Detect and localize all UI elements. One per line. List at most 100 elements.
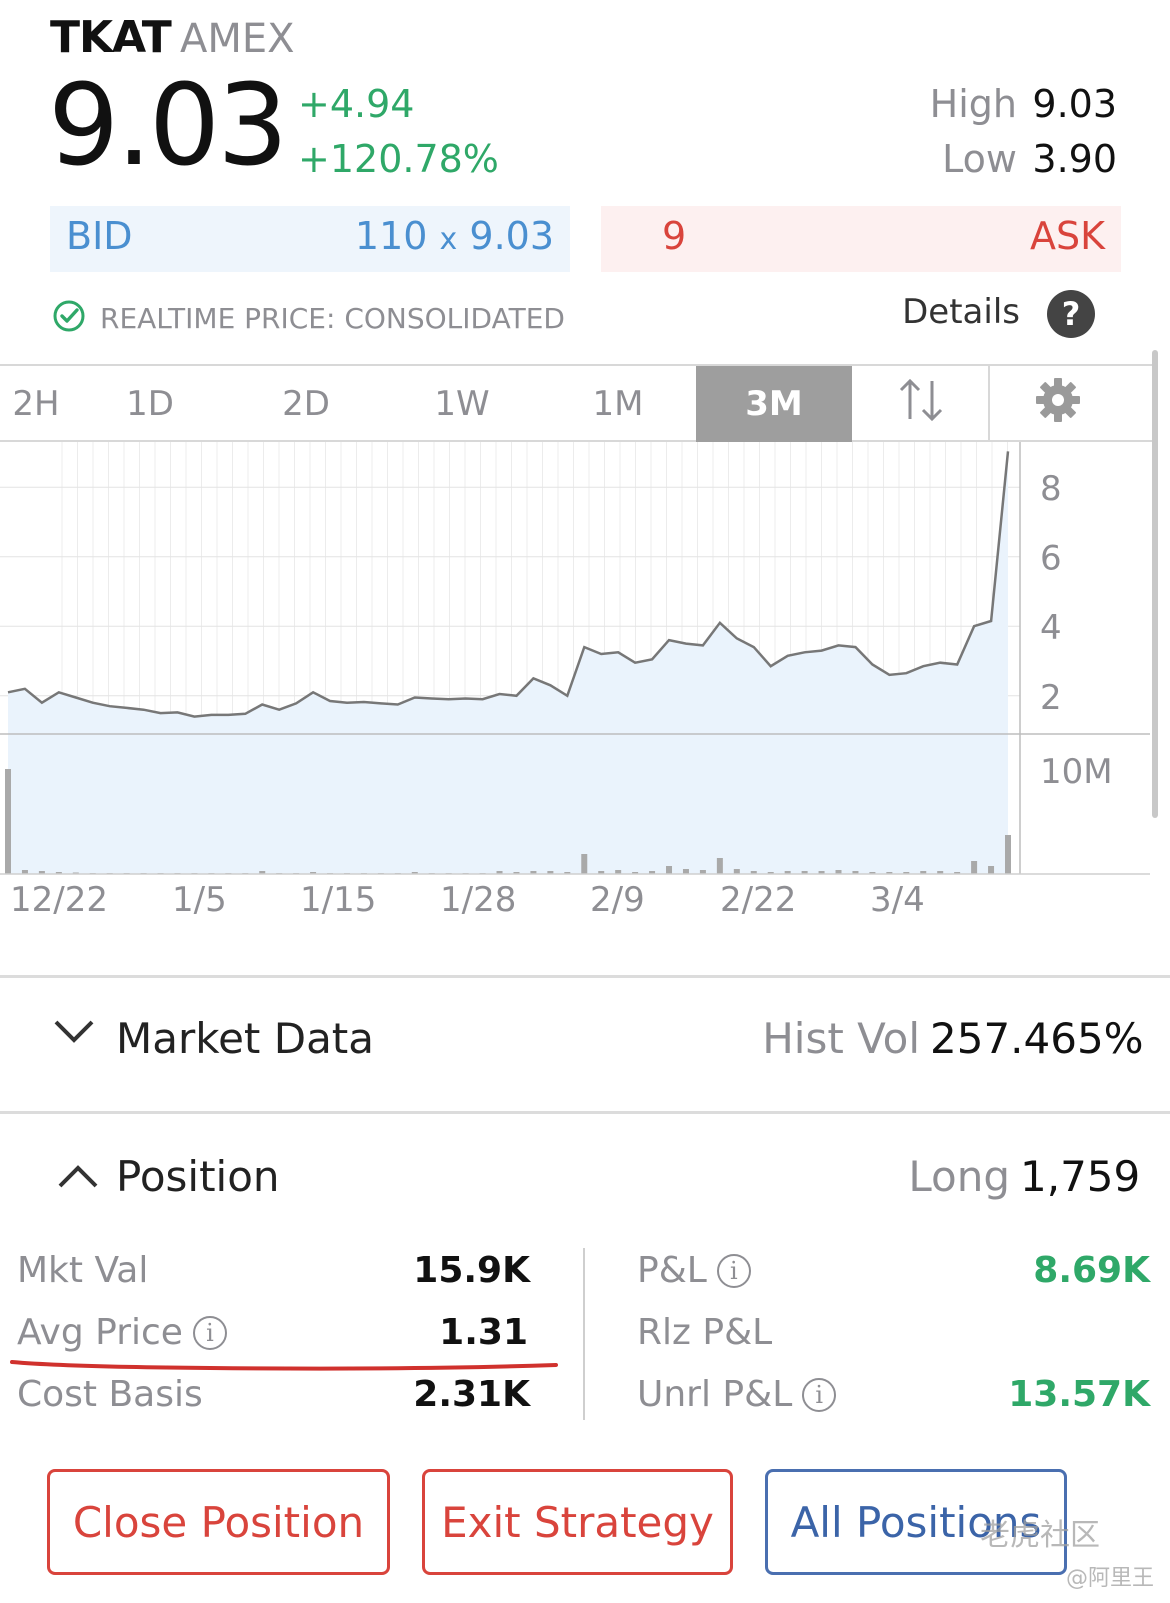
avg-price-label: Avg Price i — [17, 1312, 227, 1353]
volume-bar — [852, 871, 859, 874]
mkt-val-label: Mkt Val — [17, 1250, 148, 1291]
rlz-pnl-label: Rlz P&L — [637, 1312, 772, 1353]
sort-arrows-icon — [892, 375, 948, 434]
info-icon[interactable]: i — [716, 1253, 751, 1288]
watermark: 老虎社区 — [980, 1518, 1100, 1553]
column-divider — [583, 1248, 585, 1420]
volume-bar — [598, 871, 605, 874]
volume-bar — [55, 872, 62, 874]
x-tick-label: 2/9 — [590, 880, 645, 920]
tab-1w[interactable]: 1W — [434, 384, 490, 424]
mkt-val-value: 15.9K — [413, 1250, 530, 1291]
volume-bar — [937, 871, 944, 874]
y-tick-label: 4 — [1040, 608, 1062, 648]
volume-bar — [615, 870, 622, 874]
high-value: 9.03 — [1032, 82, 1117, 126]
bid-label: BID — [66, 214, 133, 258]
price-line — [7, 451, 1010, 718]
avg-price-value: 1.31 — [439, 1312, 528, 1353]
volume-bar — [496, 871, 503, 874]
unrl-pnl-value: 13.57K — [1008, 1374, 1150, 1415]
volume-bar — [716, 858, 723, 874]
high-label: High — [929, 82, 1017, 126]
all-positions-button[interactable]: All Positions — [765, 1469, 1067, 1575]
volume-area — [8, 734, 1008, 874]
price-area — [8, 451, 1008, 734]
volume-bar — [801, 871, 808, 874]
cost-basis-label-text: Cost Basis — [17, 1374, 203, 1415]
ticker-symbol: TKAT — [50, 12, 172, 63]
check-circle-icon — [52, 299, 86, 337]
exchange-name: AMEX — [180, 16, 295, 62]
volume-bar — [682, 869, 689, 874]
details-link[interactable]: Details — [902, 292, 1020, 332]
cost-basis-label: Cost Basis — [17, 1374, 203, 1415]
volume-bar — [21, 870, 28, 874]
volume-bar — [310, 872, 317, 874]
bid-size-price: 110 x 9.03 — [340, 214, 554, 258]
position-title[interactable]: Position — [116, 1152, 280, 1201]
volume-bar — [784, 871, 791, 874]
volume-bar — [530, 871, 537, 874]
sort-toggle[interactable] — [852, 366, 988, 442]
tab-3m[interactable]: 3M — [696, 366, 852, 442]
chart-settings-button[interactable] — [988, 366, 1126, 442]
volume-bar — [920, 871, 927, 874]
volume-bar — [835, 870, 842, 874]
price-chart[interactable]: 8 6 4 2 10M 12/22 1/5 1/15 1/28 2/9 2/22 3/4 — [0, 442, 1150, 930]
info-icon[interactable]: i — [802, 1377, 837, 1412]
volume-tick-label: 10M — [1040, 752, 1113, 792]
exit-strategy-button[interactable]: Exit Strategy — [422, 1469, 733, 1575]
rlz-pnl-label-text: Rlz P&L — [637, 1312, 773, 1353]
divider — [0, 975, 1170, 978]
low-value: 3.90 — [1032, 137, 1117, 181]
x-tick-label: 2/22 — [720, 880, 796, 920]
volume-bar — [903, 872, 910, 874]
help-icon[interactable]: ? — [1047, 290, 1095, 338]
volume-bar — [666, 866, 673, 874]
chevron-up-icon[interactable] — [56, 1162, 100, 1196]
pnl-label: P&L i — [637, 1250, 751, 1291]
info-icon[interactable]: i — [192, 1315, 227, 1350]
ask-panel[interactable] — [601, 206, 1121, 272]
y-tick-label: 2 — [1040, 678, 1062, 718]
last-price: 9.03 — [48, 61, 288, 191]
pnl-value: 8.69K — [1033, 1250, 1150, 1291]
volume-bar — [547, 871, 554, 874]
volume-bar — [733, 869, 740, 874]
volume-bar — [988, 866, 995, 874]
y-tick-label: 6 — [1040, 539, 1062, 579]
market-data-title[interactable]: Market Data — [116, 1014, 375, 1063]
bid-panel[interactable] — [50, 206, 570, 272]
price-change-percent: +120.78% — [298, 137, 499, 181]
gear-icon — [1033, 375, 1083, 434]
low-label: Low — [942, 137, 1017, 181]
position-side: Long — [908, 1152, 1010, 1201]
chevron-down-icon[interactable] — [52, 1016, 96, 1050]
hist-vol-label: Hist Vol — [762, 1014, 920, 1063]
tab-2h[interactable]: 2H — [12, 384, 60, 424]
tab-1m[interactable]: 1M — [592, 384, 644, 424]
volume-bar — [750, 871, 757, 874]
scrollbar[interactable] — [1152, 350, 1158, 818]
ask-label: ASK — [1029, 214, 1105, 258]
unrl-pnl-label: Unrl P&L i — [637, 1374, 837, 1415]
x-tick-label: 1/28 — [440, 880, 516, 920]
volume-bar — [869, 872, 876, 874]
y-axis: 8 6 4 2 10M — [1040, 469, 1113, 792]
volume-bar — [886, 872, 893, 874]
volume-bar — [259, 871, 266, 874]
x-tick-label: 1/15 — [300, 880, 376, 920]
tab-2d[interactable]: 2D — [282, 384, 330, 424]
x-axis: 12/22 1/5 1/15 1/28 2/9 2/22 3/4 — [10, 880, 925, 920]
volume-bar — [971, 861, 978, 874]
volume-bars — [5, 734, 1011, 874]
tab-1d[interactable]: 1D — [126, 384, 174, 424]
volume-bar — [818, 871, 825, 874]
position-quantity: 1,759 — [1020, 1152, 1141, 1201]
cost-basis-value: 2.31K — [413, 1374, 530, 1415]
price-change: +4.94 — [298, 82, 415, 126]
pnl-label-text: P&L — [637, 1250, 707, 1291]
volume-bar — [699, 870, 706, 874]
close-position-button[interactable]: Close Position — [47, 1469, 390, 1575]
